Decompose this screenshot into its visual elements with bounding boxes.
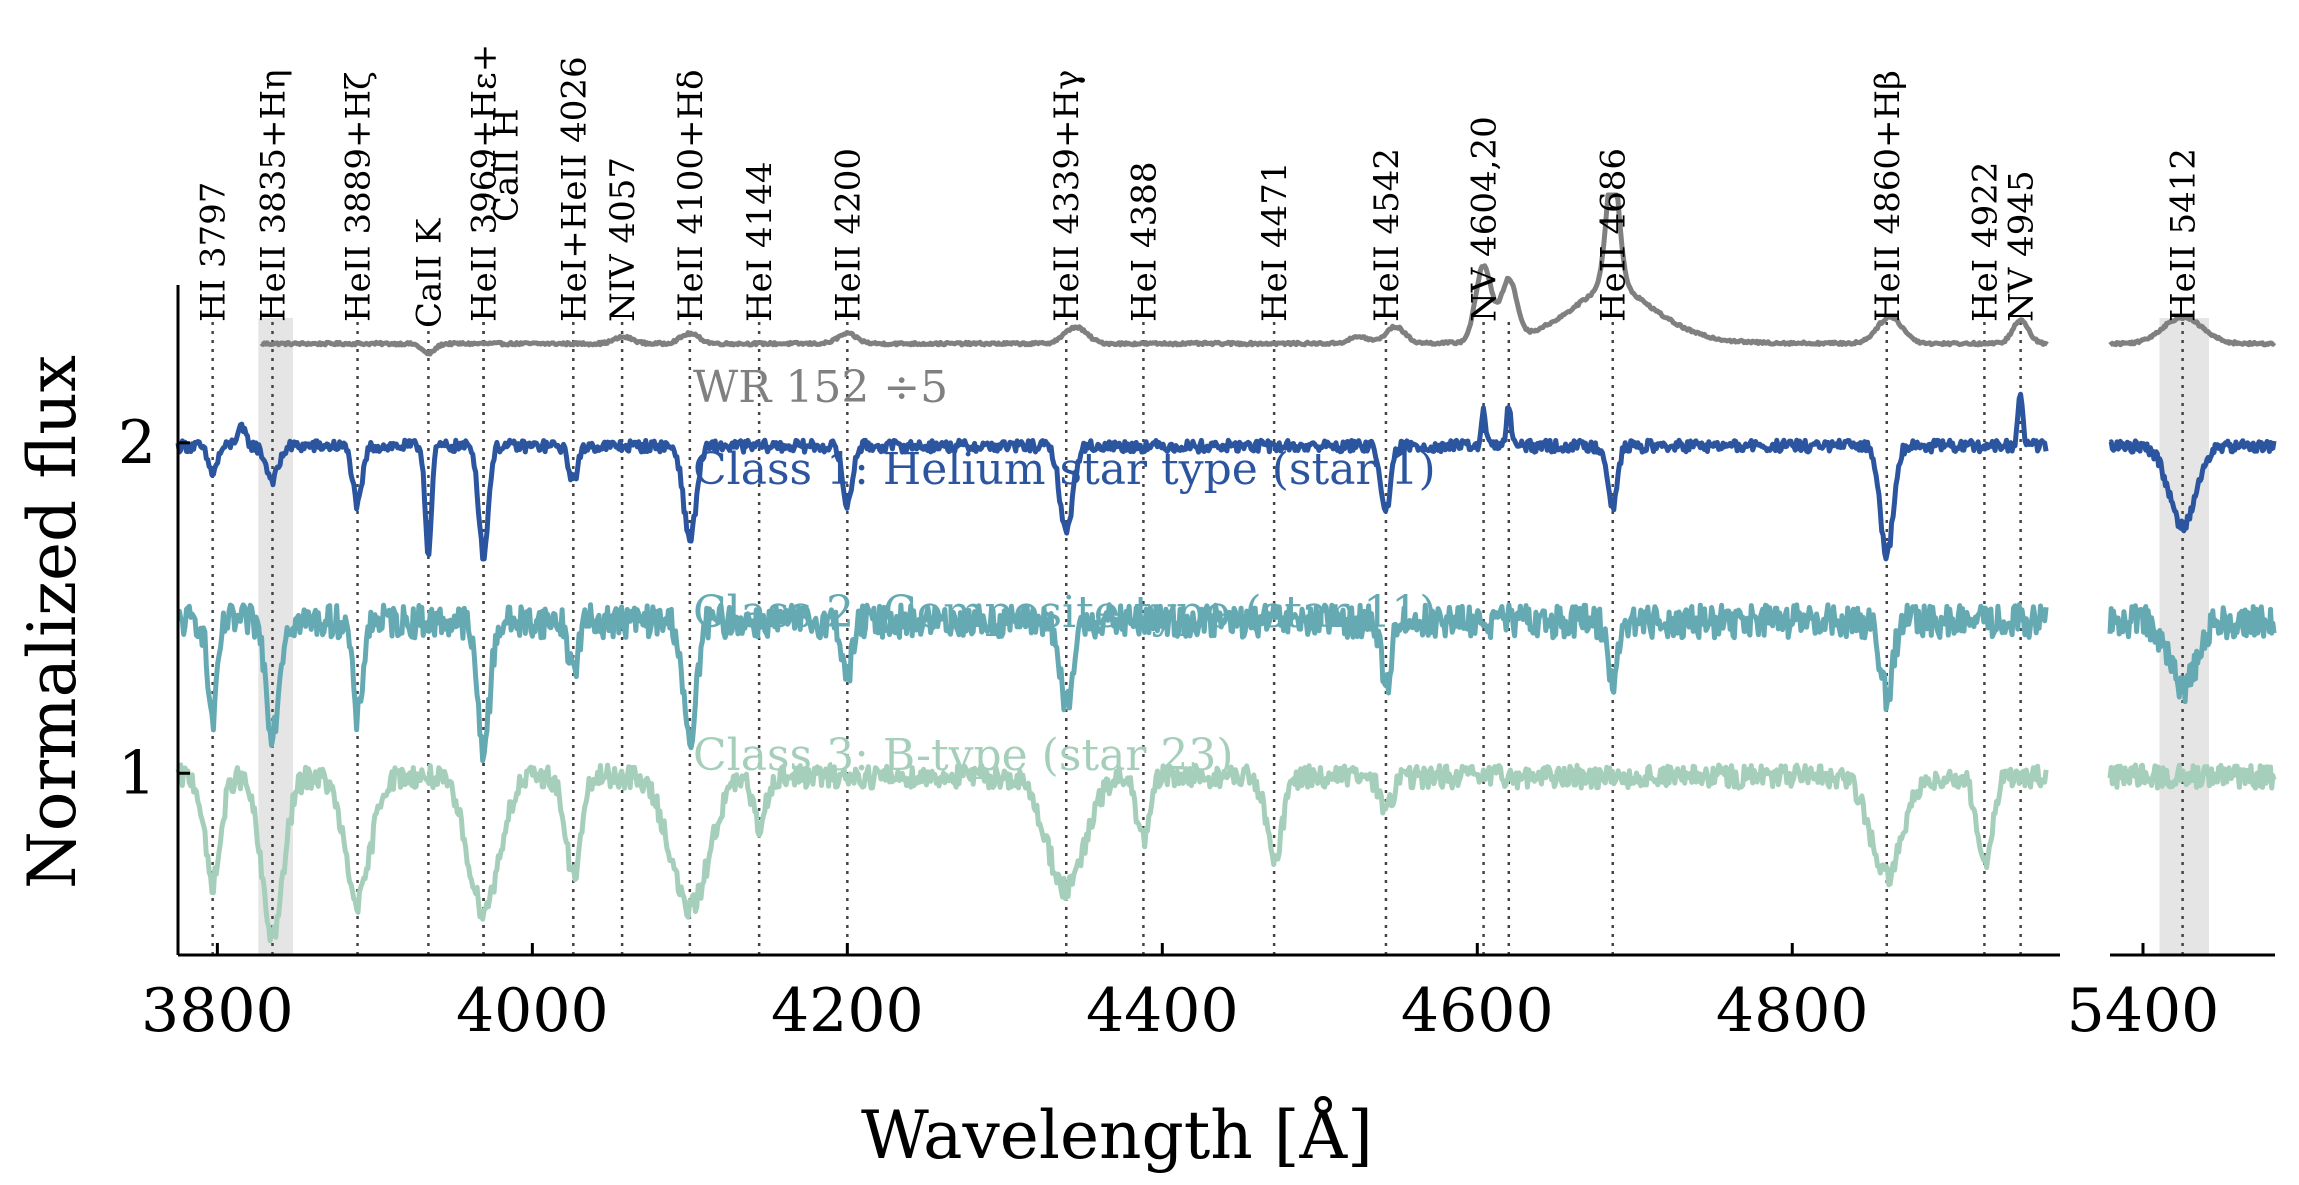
series-line — [175, 391, 2049, 562]
line-label: NV 4604,20 — [1465, 116, 1505, 322]
series-line — [2107, 762, 2277, 791]
series-label: Class 3: B-type (star 23) — [693, 730, 1234, 781]
line-label: HI 3797 — [194, 182, 234, 322]
x-tick-label: 3800 — [141, 976, 294, 1046]
x-tick-label: 4800 — [1716, 976, 1869, 1046]
series-label: WR 152 ÷5 — [693, 362, 948, 413]
series-label: Class 1: Helium star type (star 1) — [693, 444, 1436, 495]
series-line — [2108, 313, 2277, 348]
line-label: HeII 5412 — [2164, 148, 2204, 322]
y-axis-title: Normalized flux — [14, 355, 91, 889]
x-tick-label: 4200 — [771, 976, 924, 1046]
line-label: HeII 4200 — [828, 148, 868, 322]
line-label: HeII 4100+Hδ — [671, 69, 711, 322]
spectra — [175, 192, 2277, 944]
line-label: NIV 4057 — [603, 157, 643, 322]
line-label: HeII 3835+Hη — [253, 70, 293, 322]
annotations: HI 3797 HeII 3835+Hη HeII 3889+Hζ CaII K HeI… — [194, 44, 2204, 781]
line-label: HeII 3969+Hε+ — [465, 44, 505, 322]
y-tick-label: 2 — [118, 408, 156, 478]
x-axis-title: Wavelength [Å] — [861, 1097, 1373, 1174]
x-tick-label: 4400 — [1086, 976, 1239, 1046]
line-label: HeII 4542 — [1367, 148, 1407, 322]
line-label: HeI 4471 — [1255, 161, 1295, 322]
axes: 3800 4000 4200 4400 4600 4800 5400 1 2 — [118, 285, 2275, 1046]
line-label: HeI 4388 — [1124, 161, 1164, 322]
series-line — [2108, 438, 2277, 534]
y-tick-label: 1 — [118, 738, 156, 808]
line-markers — [211, 322, 2184, 955]
series-line — [2107, 603, 2277, 705]
series-label: Class 2: Composite type (star 11) — [693, 587, 1436, 638]
line-label: HeI 4922 — [1965, 161, 2005, 322]
line-label: HeII 3889+Hζ — [339, 71, 379, 322]
x-tick-label: 4600 — [1401, 976, 1554, 1046]
series-line — [176, 602, 2049, 764]
series-line — [175, 762, 2049, 944]
line-label: HeI+HeII 4026 — [554, 56, 594, 322]
line-label: CaII H — [487, 108, 527, 222]
series-line — [259, 192, 2049, 357]
line-label: HeI 4144 — [740, 161, 780, 322]
line-label: HeII 4686 — [1594, 148, 1634, 322]
x-tick-label: 4000 — [456, 976, 609, 1046]
line-label: HeII 4860+Hβ — [1868, 70, 1908, 322]
line-label: HeII 4339+Hγ — [1047, 70, 1087, 322]
x-tick-label: 5400 — [2067, 976, 2220, 1046]
line-label: NV 4945 — [2002, 170, 2042, 322]
line-label: CaII K — [409, 218, 449, 328]
